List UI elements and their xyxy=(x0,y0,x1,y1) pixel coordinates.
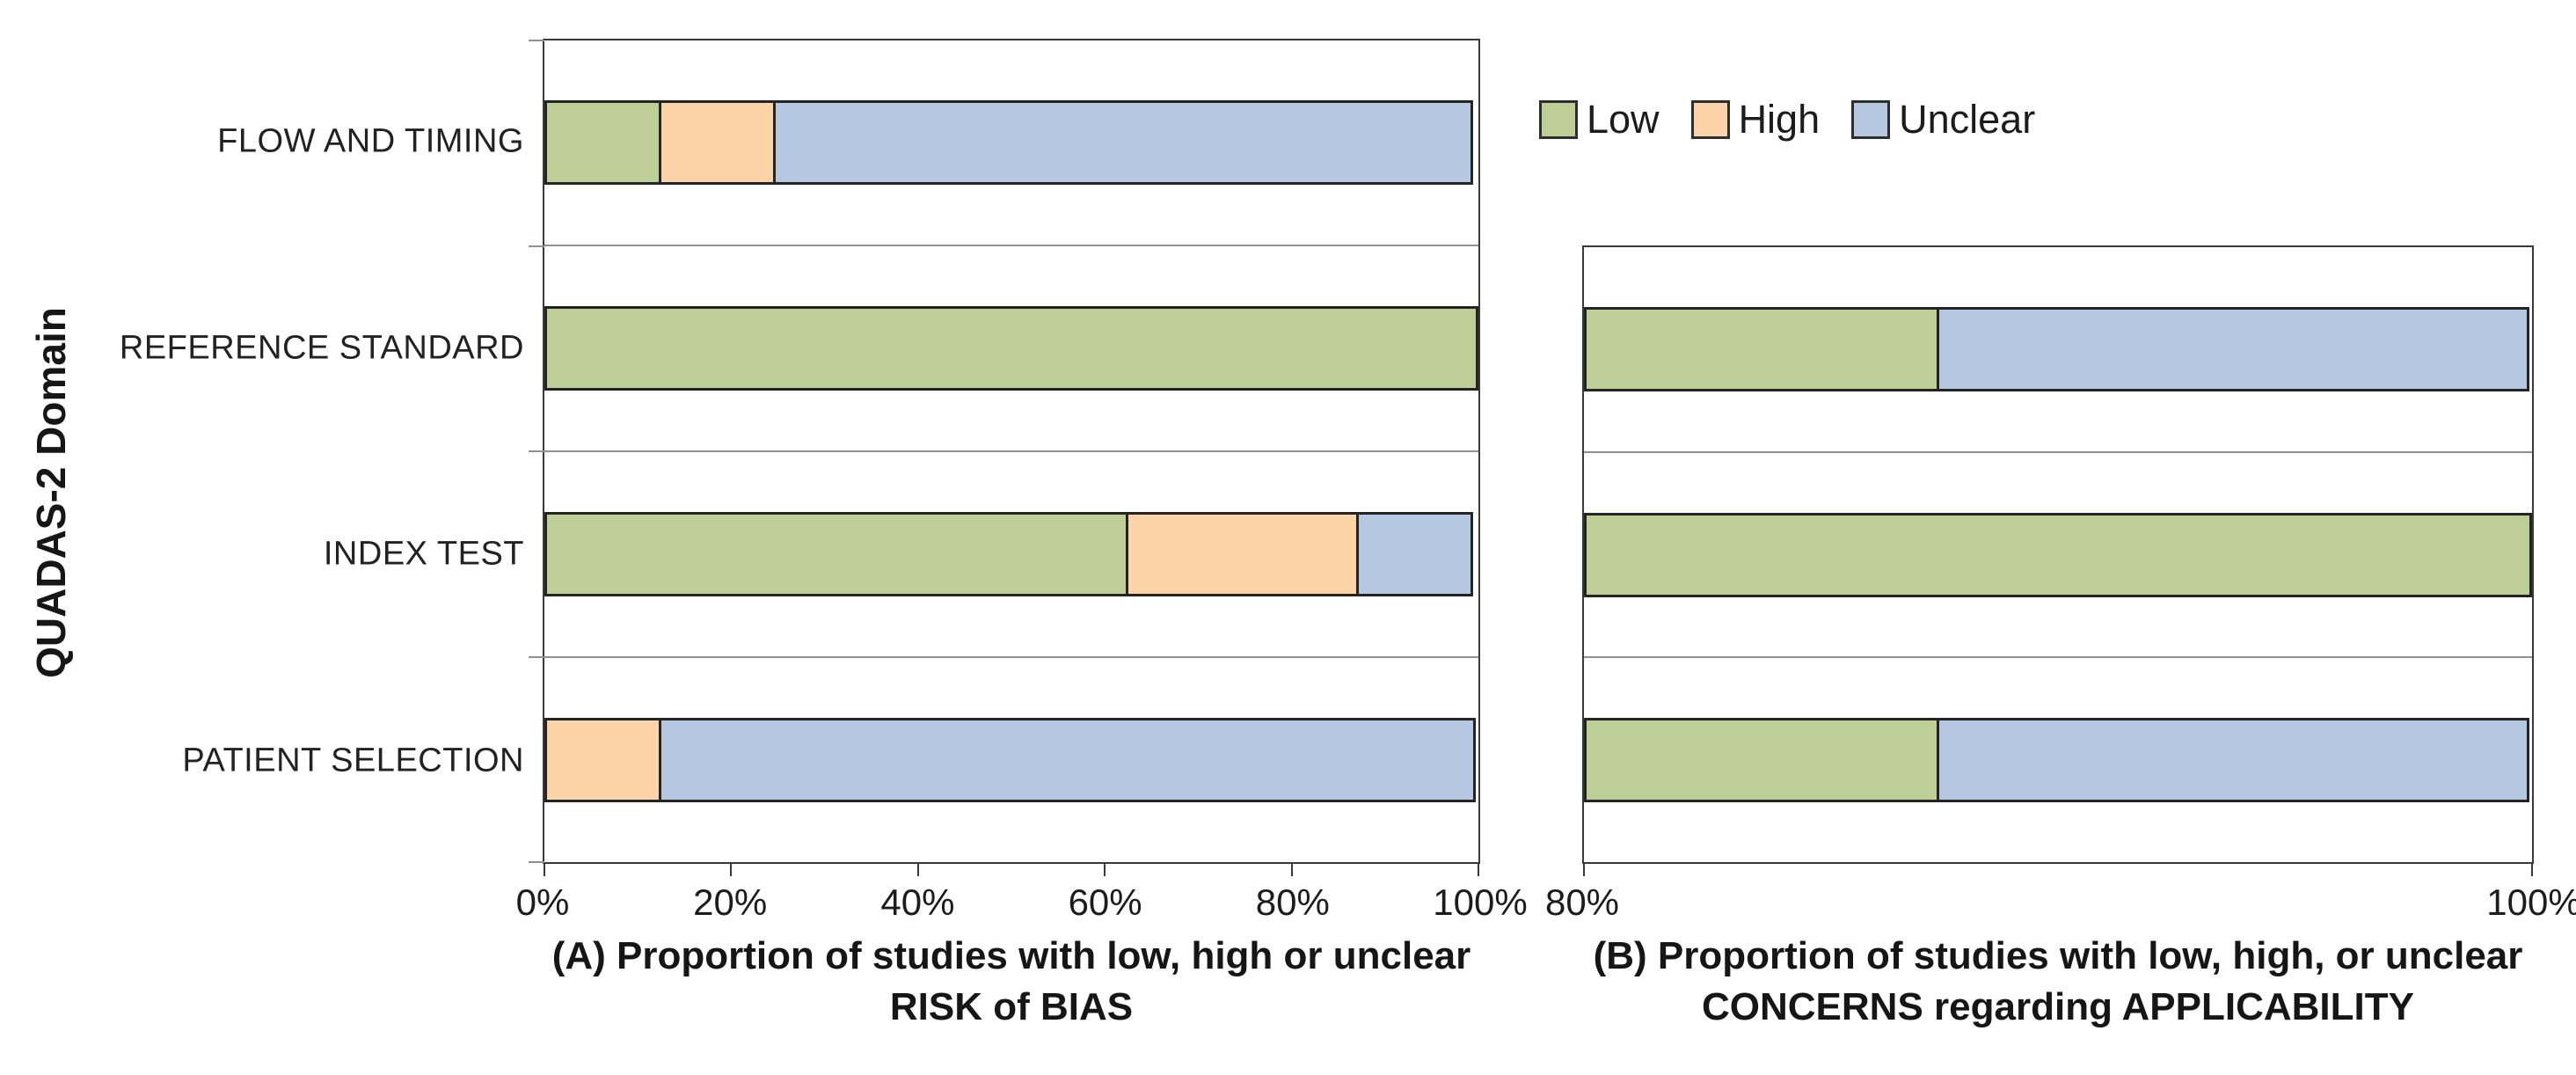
x-tick-label-100-: 100% xyxy=(2486,881,2576,923)
stacked-bar-reference-standard xyxy=(544,306,1478,391)
x-tick-mark-20- xyxy=(730,862,733,876)
category-band-index-test xyxy=(1584,453,2532,659)
bar-segment-low-flow-and-timing xyxy=(544,100,661,185)
bar-segment-high-index-test xyxy=(1125,512,1360,596)
bar-segment-unclear-reference-standard xyxy=(1937,306,2529,391)
chart-b-title-line2: CONCERNS regarding APPLICABILITY xyxy=(1702,985,2414,1029)
stacked-bar-patient-selection xyxy=(544,718,1478,802)
x-axis-tick-labels-a: 0% 20% 40% 60% 80% 100% xyxy=(516,881,1528,934)
bar-segment-unclear-patient-selection xyxy=(658,718,1476,802)
legend-item-low: Low xyxy=(1539,97,1660,143)
bar-segment-low-reference-standard xyxy=(1584,306,1940,391)
category-label-patient-selection: PATIENT SELECTION xyxy=(182,742,524,779)
x-tick-label-40-: 40% xyxy=(880,881,955,923)
legend-label-unclear: Unclear xyxy=(1899,97,2036,142)
bar-segment-unclear-flow-and-timing xyxy=(772,100,1473,185)
x-tick-mark-40- xyxy=(916,862,919,876)
x-tick-mark-60- xyxy=(1104,862,1106,876)
plot-area-risk-of-bias xyxy=(529,39,1480,876)
stacked-bar-index-test xyxy=(544,512,1478,596)
bar-segment-high-flow-and-timing xyxy=(658,100,776,185)
bar-segment-low-reference-standard xyxy=(544,306,1478,391)
plot-area-applicability xyxy=(1582,245,2534,876)
legend-item-high: High xyxy=(1690,97,1821,143)
chart-b-title-line1: (B) Proportion of studies with low, high… xyxy=(1593,934,2523,977)
category-band-reference-standard xyxy=(544,246,1478,452)
legend-swatch-high-icon xyxy=(1690,100,1730,139)
x-tick-label-20-: 20% xyxy=(693,881,768,923)
chart-a-title-line1: (A) Proportion of studies with low, high… xyxy=(551,934,1471,977)
legend: Low High Unclear xyxy=(1539,97,2035,143)
x-tick-label-80-: 80% xyxy=(1255,881,1330,923)
y-band-tick-2 xyxy=(529,450,544,452)
bar-segment-unclear-patient-selection xyxy=(1937,718,2529,803)
chart-a-title-line2: RISK of BIAS xyxy=(889,985,1134,1029)
x-tick-label-0-: 0% xyxy=(515,881,570,923)
bar-segment-unclear-index-test xyxy=(1356,512,1473,596)
stacked-bar-flow-and-timing xyxy=(544,100,1478,185)
stacked-bar-patient-selection xyxy=(1584,718,2532,803)
x-tick-mark-80- xyxy=(1583,862,1585,876)
category-band-patient-selection xyxy=(544,658,1478,862)
bar-segment-high-patient-selection xyxy=(544,718,661,802)
x-tick-mark-100- xyxy=(2531,862,2533,876)
legend-item-unclear: Unclear xyxy=(1851,97,2035,143)
x-tick-label-80-: 80% xyxy=(1544,881,1620,923)
x-axis-tick-labels-b: 80% 100% xyxy=(1545,881,2576,934)
x-tick-mark-80- xyxy=(1290,862,1293,876)
bar-segment-low-patient-selection xyxy=(1584,718,1940,803)
bar-segment-low-index-test xyxy=(544,512,1128,596)
legend-label-low: Low xyxy=(1587,97,1660,142)
bar-segment-low-index-test xyxy=(1584,512,2532,597)
category-band-index-test xyxy=(544,452,1478,658)
y-band-tick-4 xyxy=(529,861,544,863)
stacked-bar-reference-standard xyxy=(1584,306,2532,391)
category-label-index-test: INDEX TEST xyxy=(323,535,524,573)
y-band-tick-3 xyxy=(529,655,544,658)
y-band-tick-1 xyxy=(529,245,544,247)
legend-swatch-low-icon xyxy=(1539,100,1578,139)
category-label-reference-standard: REFERENCE STANDARD xyxy=(119,329,524,367)
legend-swatch-unclear-icon xyxy=(1851,100,1891,139)
x-tick-label-100-: 100% xyxy=(1433,881,1528,923)
stacked-bar-index-test xyxy=(1584,512,2532,597)
category-band-reference-standard xyxy=(1584,247,2532,453)
legend-label-high: High xyxy=(1738,97,1821,142)
y-band-tick-0 xyxy=(529,40,544,41)
category-label-flow-and-timing: FLOW AND TIMING xyxy=(217,122,524,160)
x-tick-mark-0- xyxy=(544,862,545,876)
category-band-patient-selection xyxy=(1584,658,2532,862)
category-band-flow-and-timing xyxy=(544,40,1478,246)
chart-a-title: (A) Proportion of studies with low, high… xyxy=(411,931,1612,1033)
x-tick-label-60-: 60% xyxy=(1068,881,1142,923)
x-tick-mark-100- xyxy=(1478,862,1479,876)
chart-b-title: (B) Proportion of studies with low, high… xyxy=(1457,931,2576,1033)
